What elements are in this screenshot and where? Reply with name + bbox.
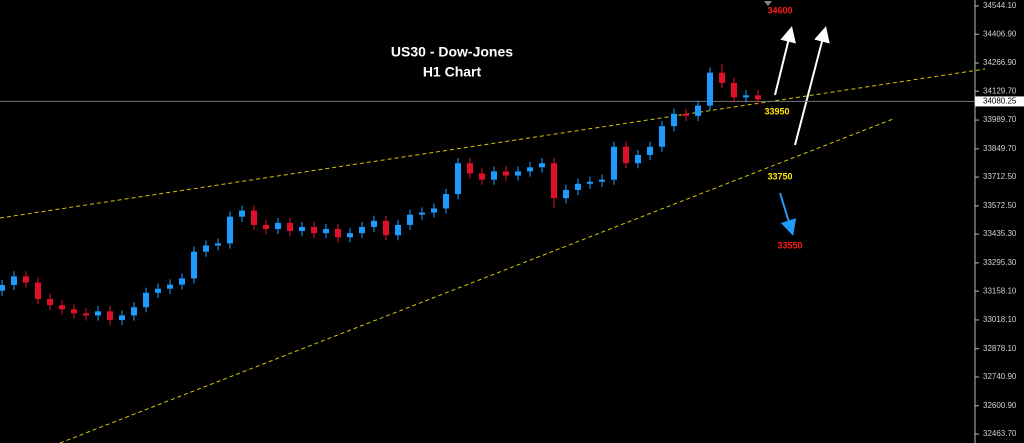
candle-body <box>611 146 617 180</box>
candle-body <box>515 171 521 176</box>
candle-body <box>287 222 293 232</box>
candle-body <box>635 154 641 164</box>
candle-body <box>539 163 545 168</box>
candle-body <box>443 194 449 209</box>
candle-body <box>743 95 749 98</box>
level-label: 33750 <box>767 171 792 181</box>
current-price-label: 34080.25 <box>983 97 1017 106</box>
candle-body <box>275 222 281 230</box>
candle-body <box>419 212 425 215</box>
candle-body <box>467 163 473 174</box>
candle-body <box>263 224 269 230</box>
y-tick-label: 33989.70 <box>983 115 1017 124</box>
candle-body <box>95 311 101 316</box>
arrow <box>774 26 796 96</box>
candle-body <box>647 146 653 155</box>
candle-body <box>407 214 413 225</box>
candle-body <box>239 210 245 217</box>
candle-body <box>719 72 725 83</box>
candle-body <box>527 167 533 172</box>
candle-body <box>167 284 173 289</box>
candle-body <box>695 105 701 116</box>
candle-body <box>311 226 317 234</box>
candle-body <box>23 276 29 283</box>
candle-body <box>383 220 389 236</box>
y-tick-label: 33295.30 <box>983 258 1017 267</box>
y-tick-label: 33572.50 <box>983 201 1017 210</box>
y-tick-label: 34129.70 <box>983 86 1017 95</box>
candle-body <box>71 309 77 314</box>
candle-body <box>479 173 485 180</box>
level-label: 33950 <box>764 106 789 116</box>
y-tick-label: 33158.10 <box>983 286 1017 295</box>
level-label: 34600 <box>767 5 792 15</box>
y-tick-label: 32878.10 <box>983 344 1017 353</box>
trend-line <box>59 118 894 443</box>
candle-body <box>551 163 557 199</box>
y-tick-label: 33435.30 <box>983 229 1017 238</box>
candle-body <box>59 305 65 310</box>
candle-body <box>11 276 17 285</box>
arrow <box>779 192 797 236</box>
y-tick-label: 33849.70 <box>983 144 1017 153</box>
candle-body <box>491 171 497 180</box>
y-tick-label: 33712.50 <box>983 172 1017 181</box>
candle-body <box>395 224 401 236</box>
candle-body <box>659 126 665 147</box>
candle-body <box>155 288 161 293</box>
current-price-box <box>975 96 1024 107</box>
candle-body <box>599 179 605 182</box>
candle-body <box>359 226 365 234</box>
candle-body <box>143 292 149 308</box>
y-tick-label: 34406.90 <box>983 29 1017 38</box>
candle-body <box>623 146 629 164</box>
candle-body <box>119 315 125 320</box>
candle-body <box>299 226 305 232</box>
candle-body <box>227 216 233 244</box>
candle-body <box>107 311 113 320</box>
candle-body <box>251 210 257 225</box>
candle-body <box>203 245 209 252</box>
chart-title: US30 - Dow-Jones <box>391 44 513 60</box>
level-label: 33550 <box>777 240 802 250</box>
candle-body <box>503 171 509 176</box>
candle-body <box>683 113 689 116</box>
candle-body <box>35 282 41 299</box>
candle-body <box>335 229 341 238</box>
candle-body <box>215 243 221 246</box>
candle-body <box>191 251 197 279</box>
y-tick-label: 34266.90 <box>983 58 1017 67</box>
candle-body <box>731 82 737 98</box>
y-tick-label: 34544.10 <box>983 1 1017 10</box>
candle-body <box>431 208 437 213</box>
candle-body <box>323 229 329 234</box>
candle-body <box>83 313 89 316</box>
candle-body <box>0 284 5 291</box>
y-tick-label: 32600.90 <box>983 401 1017 410</box>
candle-body <box>347 233 353 238</box>
candle-body <box>47 298 53 306</box>
candle-body <box>587 181 593 184</box>
candle-body <box>563 189 569 199</box>
arrow <box>794 26 830 146</box>
trend-line <box>0 68 986 219</box>
candle-body <box>179 278 185 285</box>
candle-body <box>131 307 137 316</box>
chart-subtitle: H1 Chart <box>423 64 482 80</box>
candle-body <box>707 72 713 106</box>
y-tick-label: 32463.70 <box>983 429 1017 438</box>
y-tick-label: 33018.10 <box>983 315 1017 324</box>
candle-body <box>755 95 761 100</box>
candle-body <box>671 113 677 127</box>
y-tick-label: 32740.90 <box>983 372 1017 381</box>
scroll-marker <box>764 1 772 6</box>
candle-body <box>455 163 461 195</box>
candle-body <box>371 220 377 227</box>
candle-body <box>575 183 581 190</box>
